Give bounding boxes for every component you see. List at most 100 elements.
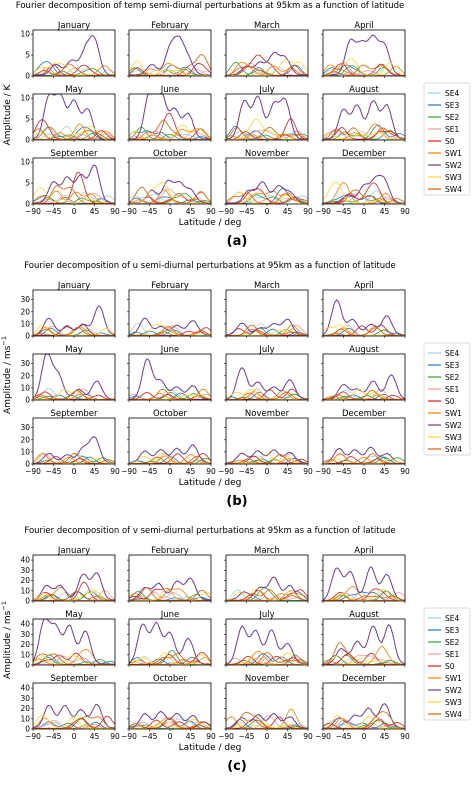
y-tick-label: 30	[20, 630, 30, 639]
legend-entry-se4: SE4	[445, 614, 459, 623]
series-line-sw3	[323, 588, 406, 602]
series-line-sw4	[225, 127, 309, 141]
series-line-se1	[322, 62, 406, 77]
series-line-sw4	[323, 595, 406, 602]
series-line-s0	[225, 655, 309, 665]
series-line-sw4	[322, 127, 406, 140]
series-line-sw2	[128, 93, 212, 140]
series-line-sw4	[128, 186, 212, 204]
series-line-sw3	[322, 58, 406, 76]
series-line-s0	[225, 54, 309, 77]
series-line-sw1	[225, 61, 309, 76]
subplot-october: October −90 −45 0 45 90	[121, 674, 216, 741]
subplot-frame	[32, 93, 116, 141]
series-line-sw3	[225, 588, 309, 601]
x-tick-label: 45	[186, 467, 196, 476]
series-line-sw1	[32, 123, 116, 140]
subplot-october: October −90 −45 0 45 90	[121, 149, 216, 216]
y-tick-label: 10	[20, 586, 30, 595]
series-line-sw4	[225, 324, 309, 337]
legend-entry-sw2: SW2	[445, 686, 462, 695]
legend-entry-s0: S0	[445, 137, 455, 146]
x-tick-label: −90	[121, 207, 137, 216]
series-line-se3	[322, 721, 405, 730]
y-tick-label: 20	[20, 307, 30, 316]
subplot-june: June	[127, 85, 212, 142]
subplot-title: March	[254, 281, 280, 291]
series-line-s0	[128, 391, 212, 401]
series-line-se4	[225, 67, 309, 77]
x-tick-label: 90	[400, 207, 410, 216]
x-tick-label: −90	[25, 732, 41, 741]
x-tick-label: 90	[400, 732, 410, 741]
x-tick-label: 90	[206, 732, 216, 741]
x-tick-label: 0	[168, 732, 173, 741]
y-tick-label: 5	[25, 51, 30, 60]
series-line-se2	[32, 126, 115, 141]
series-line-sw2	[322, 566, 406, 601]
subplot-may: May 0 10 20 30	[20, 345, 116, 405]
x-tick-label: −45	[46, 467, 62, 476]
x-tick-label: −45	[336, 732, 352, 741]
subplot-title: November	[245, 674, 290, 684]
series-line-sw4	[32, 715, 116, 730]
y-tick-label: 0	[25, 396, 30, 405]
series-line-se4	[33, 659, 116, 666]
x-tick-label: 90	[206, 467, 216, 476]
x-tick-label: 45	[283, 732, 293, 741]
y-tick-label: 40	[20, 620, 30, 629]
subplot-title: April	[354, 21, 373, 31]
subplot-title: February	[151, 281, 189, 291]
x-tick-label: −90	[121, 732, 137, 741]
y-tick-label: 30	[20, 694, 30, 703]
x-tick-label: 90	[303, 467, 313, 476]
series-line-sw4	[32, 128, 115, 141]
series-line-sw1	[32, 190, 116, 205]
series-line-sw3	[322, 458, 406, 465]
y-tick-label: 20	[20, 576, 30, 585]
y-tick-label: 10	[20, 30, 30, 39]
y-axis-label: Amplitude / K	[3, 84, 13, 146]
series-line-se1	[322, 654, 406, 666]
x-tick-label: −90	[315, 732, 331, 741]
series-line-se1	[128, 130, 212, 141]
y-tick-label: 0	[25, 72, 30, 81]
subplot-december: December −90 −45 0 45 90	[315, 149, 410, 216]
chart-title: Fourier decomposition of temp semi-diurn…	[16, 1, 404, 11]
subplot-april: April	[321, 546, 406, 603]
x-tick-label: −45	[239, 732, 255, 741]
series-line-sw4	[322, 189, 406, 205]
series-line-sw4	[225, 651, 309, 666]
legend-entry-sw3: SW3	[445, 433, 462, 442]
series-line-sw4	[225, 192, 309, 204]
y-tick-label: 10	[20, 94, 30, 103]
subplot-march: March	[224, 546, 309, 603]
series-line-sw4	[128, 54, 212, 77]
series-line-sw2	[128, 358, 212, 400]
series-line-sw4	[128, 587, 212, 602]
series-line-sw4	[225, 64, 309, 76]
series-line-se1	[128, 720, 212, 729]
subplot-title: August	[349, 85, 379, 95]
legend-entry-s0: S0	[445, 397, 455, 406]
x-tick-label: 0	[72, 467, 77, 476]
y-tick-label: 20	[20, 435, 30, 444]
legend-entry-sw3: SW3	[445, 698, 462, 707]
x-tick-label: 90	[303, 732, 313, 741]
subplot-title: April	[354, 546, 373, 556]
subplot-title: February	[151, 546, 189, 556]
series-line-sw3	[128, 323, 212, 337]
series-line-s0	[128, 112, 212, 141]
subplot-title: May	[65, 85, 83, 95]
series-line-sw2	[33, 436, 116, 464]
series-line-sw2	[225, 181, 309, 204]
y-tick-label: 20	[20, 704, 30, 713]
y-tick-label: 5	[25, 115, 30, 124]
series-line-sw2	[225, 51, 309, 76]
x-tick-label: 0	[168, 207, 173, 216]
series-line-sw3	[128, 182, 212, 205]
series-line-sw4	[322, 642, 406, 666]
y-tick-label: 0	[25, 725, 30, 734]
